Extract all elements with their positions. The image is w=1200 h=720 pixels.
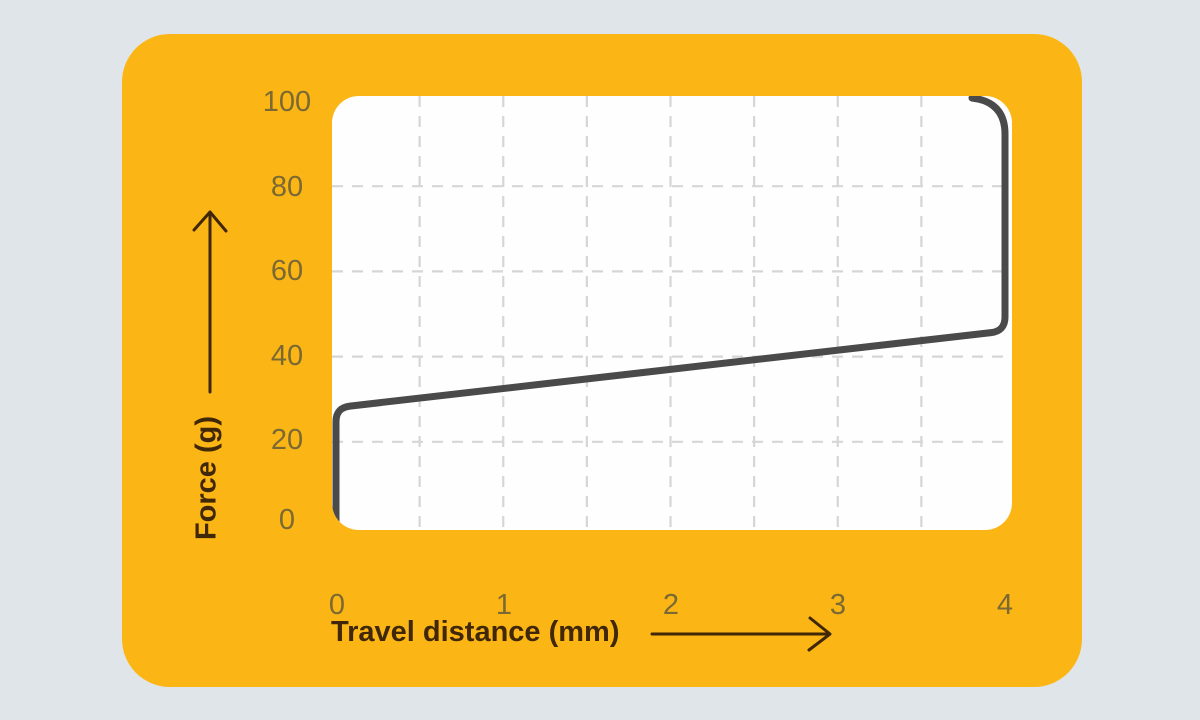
x-tick-0: 0: [328, 589, 346, 621]
x-tick-1: 1: [495, 589, 513, 621]
right-arrow-icon: [650, 616, 832, 652]
y-tick-100: 100: [262, 86, 312, 118]
y-tick-80: 80: [270, 171, 304, 203]
x-tick-2: 2: [662, 589, 680, 621]
chart-card: 100 80 60 40 20 0 0 1 2 3 4 Force (g) Tr…: [122, 34, 1082, 687]
y-tick-40: 40: [270, 340, 304, 372]
y-tick-0: 0: [278, 504, 296, 536]
force-curve-plot: [332, 96, 1012, 530]
y-tick-20: 20: [270, 424, 304, 456]
y-axis-title: Force (g): [190, 415, 223, 541]
x-tick-4: 4: [996, 589, 1014, 621]
up-arrow-icon: [192, 210, 228, 394]
y-tick-60: 60: [270, 255, 304, 287]
x-tick-3: 3: [829, 589, 847, 621]
plot-area: [332, 96, 1012, 530]
x-axis-title: Travel distance (mm): [331, 616, 620, 648]
